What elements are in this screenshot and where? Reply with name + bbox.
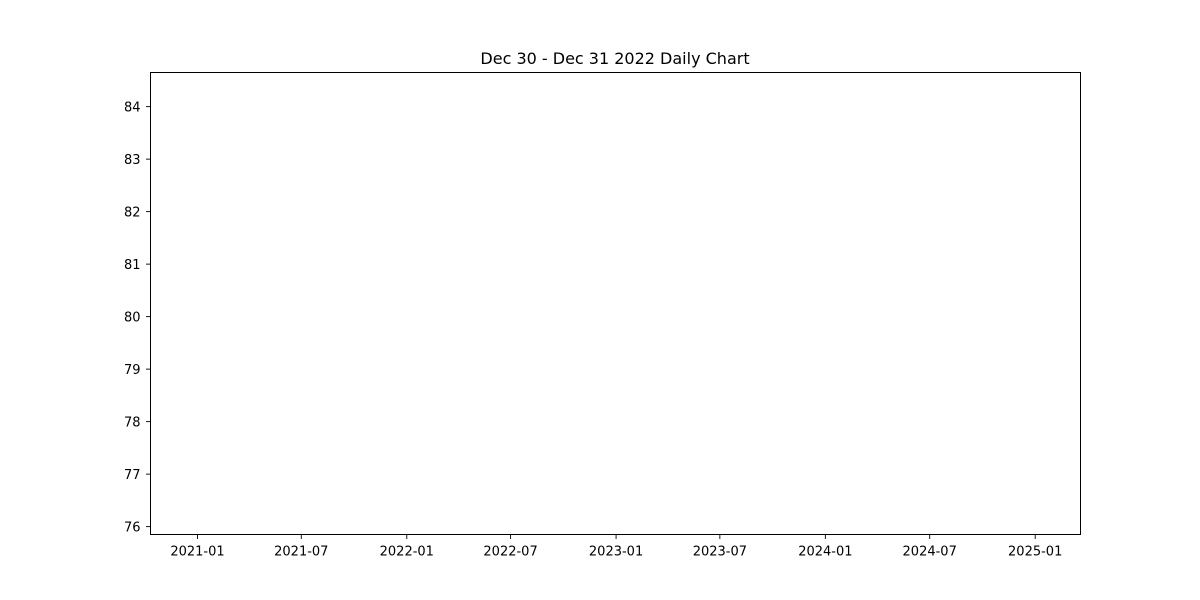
x-tick-label: 2024-07 bbox=[903, 545, 957, 560]
chart-title: Dec 30 - Dec 31 2022 Daily Chart bbox=[480, 49, 749, 68]
y-tick-label: 82 bbox=[124, 206, 141, 221]
y-tick-label: 76 bbox=[124, 521, 141, 536]
x-tick-label: 2025-01 bbox=[1008, 545, 1062, 560]
y-axis: 76 77 78 79 80 81 82 83 84 bbox=[124, 101, 151, 536]
y-tick-label: 78 bbox=[124, 416, 141, 431]
plot-area bbox=[150, 72, 1081, 535]
x-tick-label: 2021-01 bbox=[170, 545, 224, 560]
y-tick-label: 84 bbox=[124, 101, 141, 116]
x-tick-label: 2022-01 bbox=[380, 545, 434, 560]
y-tick-label: 83 bbox=[124, 153, 141, 168]
x-tick-label: 2021-07 bbox=[274, 545, 328, 560]
x-tick-label: 2023-01 bbox=[589, 545, 643, 560]
y-tick-label: 77 bbox=[124, 468, 141, 483]
x-tick-label: 2023-07 bbox=[693, 545, 747, 560]
x-axis: 2021-01 2021-07 2022-01 2022-07 2023-01 2023-… bbox=[170, 534, 1062, 560]
x-tick-label: 2022-07 bbox=[483, 545, 537, 560]
y-tick-label: 80 bbox=[124, 311, 141, 326]
y-tick-label: 81 bbox=[124, 258, 141, 273]
x-tick-label: 2024-01 bbox=[798, 545, 852, 560]
y-tick-label: 79 bbox=[124, 363, 141, 378]
